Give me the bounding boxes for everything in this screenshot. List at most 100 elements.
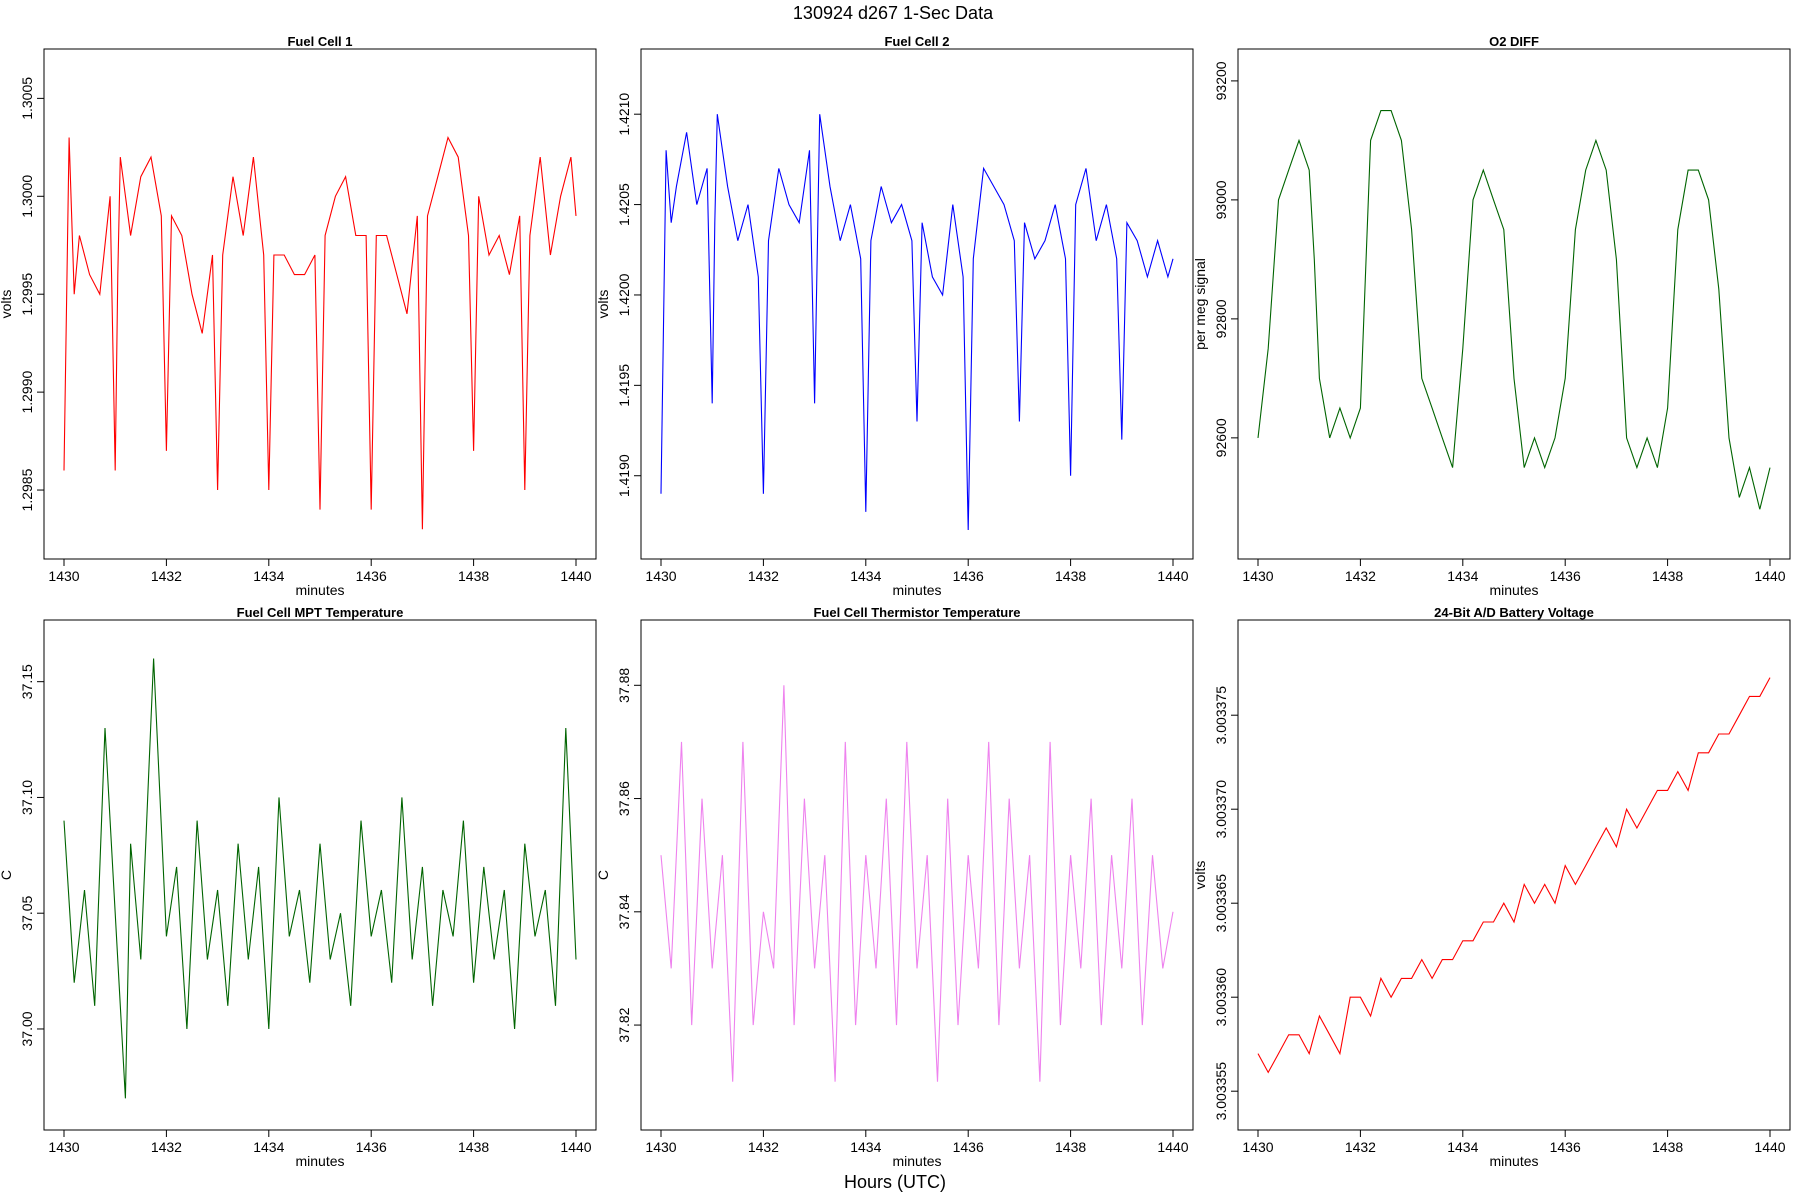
- x-tick-label: 1440: [1157, 1139, 1188, 1155]
- x-axis-label: minutes: [892, 1153, 941, 1169]
- y-tick-label: 37.82: [616, 1007, 632, 1042]
- x-tick-label: 1440: [1754, 568, 1785, 584]
- series-line-1: [63, 658, 577, 1099]
- x-tick-label: 1434: [1447, 568, 1478, 584]
- x-tick-label: 1436: [356, 1139, 387, 1155]
- x-tick-label: 1432: [1345, 568, 1376, 584]
- y-axis-label: C: [0, 870, 14, 880]
- x-axis-label: minutes: [892, 582, 941, 598]
- figure-title: 130924 d267 1-Sec Data: [793, 3, 994, 23]
- panel-title: Fuel Cell 1: [287, 34, 352, 49]
- y-tick-label: 1.3000: [19, 175, 35, 218]
- plot-frame: [640, 48, 1194, 560]
- y-tick-label: 37.15: [19, 664, 35, 699]
- x-tick-label: 1432: [1345, 1139, 1376, 1155]
- x-tick-label: 1430: [48, 1139, 79, 1155]
- plot-frame: [1237, 619, 1791, 1131]
- y-tick-label: 37.88: [616, 668, 632, 703]
- y-tick-label: 1.2995: [19, 273, 35, 316]
- x-tick-label: 1434: [1447, 1139, 1478, 1155]
- y-tick-label: 93200: [1213, 61, 1229, 100]
- series-line-1: [660, 685, 1174, 1082]
- x-tick-label: 1434: [850, 568, 881, 584]
- panel-6: 24-Bit A/D Battery Voltage 1430 1432 1434 14…: [1192, 605, 1791, 1169]
- y-tick-label: 92600: [1213, 418, 1229, 457]
- y-tick-label: 3.003360: [1213, 968, 1229, 1027]
- x-tick-label: 1438: [1652, 1139, 1683, 1155]
- plot-frame: [1237, 48, 1791, 560]
- y-axis-label: volts: [1192, 861, 1208, 890]
- y-tick-label: 37.10: [19, 780, 35, 815]
- panel-2: Fuel Cell 2 1430 1432 1434 1436 1438 1440 1.419…: [595, 34, 1194, 598]
- x-tick-label: 1432: [748, 1139, 779, 1155]
- x-tick-label: 1430: [1242, 568, 1273, 584]
- y-tick-label: 1.2990: [19, 371, 35, 414]
- x-tick-label: 1438: [1652, 568, 1683, 584]
- y-axis-label: volts: [595, 290, 611, 319]
- y-axis-label: per meg signal: [1192, 258, 1208, 350]
- x-tick-label: 1440: [560, 568, 591, 584]
- y-tick-label: 1.2985: [19, 468, 35, 511]
- y-tick-label: 37.84: [616, 894, 632, 929]
- x-tick-label: 1438: [1055, 1139, 1086, 1155]
- y-tick-label: 3.003375: [1213, 686, 1229, 745]
- y-tick-label: 37.86: [616, 781, 632, 816]
- y-axis-label: C: [595, 870, 611, 880]
- series-line-1: [1257, 677, 1771, 1074]
- y-tick-label: 37.05: [19, 895, 35, 930]
- panel-title: Fuel Cell MPT Temperature: [237, 605, 404, 620]
- x-tick-label: 1438: [1055, 568, 1086, 584]
- x-tick-label: 1440: [1754, 1139, 1785, 1155]
- x-tick-label: 1436: [356, 568, 387, 584]
- x-axis-label: minutes: [1489, 1153, 1538, 1169]
- series-line-1: [660, 114, 1174, 531]
- x-tick-label: 1430: [645, 568, 676, 584]
- y-axis-label: volts: [0, 290, 14, 319]
- y-tick-label: 3.003370: [1213, 780, 1229, 839]
- panel-title: Fuel Cell 2: [884, 34, 949, 49]
- panel-3: O2 DIFF 1430 1432 1434 1436 1438 1440 92600 9280…: [1192, 34, 1791, 598]
- y-tick-label: 3.003365: [1213, 874, 1229, 933]
- panel-title: O2 DIFF: [1489, 34, 1539, 49]
- x-tick-label: 1436: [953, 1139, 984, 1155]
- x-tick-label: 1440: [1157, 568, 1188, 584]
- x-tick-label: 1430: [1242, 1139, 1273, 1155]
- series-line-1: [63, 135, 577, 530]
- series-line-1: [1257, 110, 1771, 510]
- x-tick-label: 1436: [953, 568, 984, 584]
- y-tick-label: 92800: [1213, 299, 1229, 338]
- panel-4: Fuel Cell MPT Temperature 1430 1432 1434 143…: [0, 605, 597, 1169]
- x-tick-label: 1434: [850, 1139, 881, 1155]
- y-tick-label: 1.4195: [616, 364, 632, 407]
- panel-title: Fuel Cell Thermistor Temperature: [813, 605, 1020, 620]
- x-tick-label: 1436: [1550, 568, 1581, 584]
- x-tick-label: 1432: [151, 568, 182, 584]
- x-tick-label: 1436: [1550, 1139, 1581, 1155]
- x-tick-label: 1430: [48, 568, 79, 584]
- x-axis-label: minutes: [1489, 582, 1538, 598]
- y-tick-label: 1.4200: [616, 273, 632, 316]
- panels-container: Fuel Cell 1 1430 1432 1434 1436 1438 1440 1.298…: [0, 34, 1791, 1169]
- panel-title: 24-Bit A/D Battery Voltage: [1434, 605, 1594, 620]
- panel-1: Fuel Cell 1 1430 1432 1434 1436 1438 1440 1.298…: [0, 34, 597, 598]
- x-tick-label: 1440: [560, 1139, 591, 1155]
- y-tick-label: 1.4205: [616, 183, 632, 226]
- x-tick-label: 1430: [645, 1139, 676, 1155]
- x-axis-label: minutes: [295, 582, 344, 598]
- x-tick-label: 1434: [253, 1139, 284, 1155]
- x-tick-label: 1434: [253, 568, 284, 584]
- y-tick-label: 1.4190: [616, 454, 632, 497]
- x-tick-label: 1438: [458, 1139, 489, 1155]
- panel-5: Fuel Cell Thermistor Temperature 1430 1432…: [595, 605, 1194, 1169]
- y-tick-label: 3.003355: [1213, 1062, 1229, 1121]
- x-tick-label: 1432: [151, 1139, 182, 1155]
- y-tick-label: 1.3005: [19, 77, 35, 120]
- x-axis-label: minutes: [295, 1153, 344, 1169]
- figure-xlabel: Hours (UTC): [844, 1172, 946, 1192]
- y-tick-label: 37.00: [19, 1011, 35, 1046]
- y-tick-label: 1.4210: [616, 93, 632, 136]
- x-tick-label: 1432: [748, 568, 779, 584]
- y-tick-label: 93000: [1213, 180, 1229, 219]
- x-tick-label: 1438: [458, 568, 489, 584]
